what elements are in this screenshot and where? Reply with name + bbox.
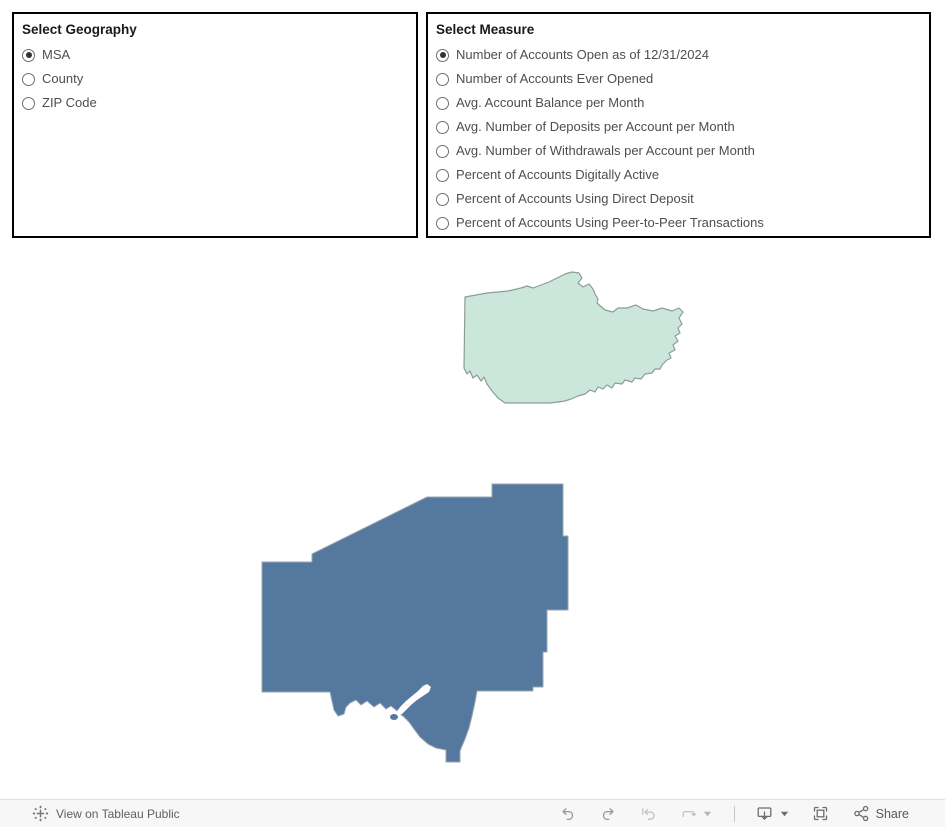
measure-option-label: Number of Accounts Open as of 12/31/2024 — [456, 47, 709, 62]
measure-option-label: Avg. Account Balance per Month — [456, 95, 645, 110]
radio-button-icon[interactable] — [436, 144, 449, 158]
measure-panel-title: Select Measure — [436, 22, 535, 37]
share-icon — [853, 805, 868, 822]
measure-option-label: Percent of Accounts Using Direct Deposit — [456, 191, 694, 206]
measure-option-peer-to-peer[interactable]: Percent of Accounts Using Peer-to-Peer T… — [436, 211, 921, 235]
measure-option-label: Percent of Accounts Digitally Active — [456, 167, 660, 182]
radio-button-icon[interactable] — [436, 96, 449, 110]
revert-icon — [641, 807, 655, 820]
radio-button-icon[interactable] — [436, 192, 449, 206]
download-icon — [757, 807, 772, 820]
measure-option-accounts-open[interactable]: Number of Accounts Open as of 12/31/2024 — [436, 43, 921, 67]
share-button-label: Share — [875, 806, 909, 821]
geography-option-label: County — [42, 71, 84, 86]
chevron-down-icon — [703, 811, 712, 816]
select-measure-panel: Select Measure Number of Accounts Open a… — [426, 12, 931, 238]
revert-button[interactable] — [638, 803, 658, 825]
radio-button-icon[interactable] — [22, 72, 35, 86]
toolbar-actions: Share — [558, 803, 909, 825]
undo-button[interactable] — [558, 803, 578, 825]
tableau-public-logo-icon — [32, 805, 49, 822]
radio-button-icon[interactable] — [436, 72, 449, 86]
radio-button-icon[interactable] — [436, 48, 449, 62]
geography-option-county[interactable]: County — [22, 67, 408, 91]
chevron-down-icon — [780, 811, 789, 816]
measure-option-label: Number of Accounts Ever Opened — [456, 71, 654, 86]
measure-option-label: Avg. Number of Withdrawals per Account p… — [456, 143, 755, 158]
radio-button-icon[interactable] — [436, 168, 449, 182]
measure-option-avg-balance[interactable]: Avg. Account Balance per Month — [436, 91, 921, 115]
measure-option-avg-withdrawals[interactable]: Avg. Number of Withdrawals per Account p… — [436, 139, 921, 163]
geography-panel-title: Select Geography — [22, 22, 137, 37]
view-on-tableau-public-link[interactable]: View on Tableau Public — [32, 805, 180, 822]
redo-icon — [602, 807, 614, 820]
measure-option-label: Percent of Accounts Using Peer-to-Peer T… — [456, 215, 764, 230]
measure-option-accounts-ever-opened[interactable]: Number of Accounts Ever Opened — [436, 67, 921, 91]
measure-option-direct-deposit[interactable]: Percent of Accounts Using Direct Deposit — [436, 187, 921, 211]
bottom-map-region-shape[interactable] — [261, 483, 569, 763]
radio-button-icon[interactable] — [436, 216, 449, 230]
radio-button-icon[interactable] — [436, 120, 449, 134]
radio-button-icon[interactable] — [22, 48, 35, 62]
toolbar-divider — [733, 805, 735, 822]
fullscreen-icon — [813, 806, 828, 821]
history-dropdown-caret[interactable] — [702, 803, 714, 825]
geography-option-zip[interactable]: ZIP Code — [22, 91, 408, 115]
radio-button-icon[interactable] — [22, 96, 35, 110]
fullscreen-button[interactable] — [811, 803, 831, 825]
island-shape — [390, 714, 398, 720]
measure-option-label: Avg. Number of Deposits per Account per … — [456, 119, 735, 134]
measure-option-avg-deposits[interactable]: Avg. Number of Deposits per Account per … — [436, 115, 921, 139]
tableau-toolbar: View on Tableau Public — [0, 799, 945, 827]
geography-option-label: ZIP Code — [42, 95, 97, 110]
redo-button[interactable] — [598, 803, 618, 825]
measure-option-digitally-active[interactable]: Percent of Accounts Digitally Active — [436, 163, 921, 187]
view-on-tableau-public-label: View on Tableau Public — [56, 806, 180, 821]
refresh-button[interactable] — [678, 803, 698, 825]
geography-option-label: MSA — [42, 47, 71, 62]
geography-option-msa[interactable]: MSA — [22, 43, 408, 67]
refresh-icon — [682, 810, 697, 817]
undo-icon — [561, 807, 573, 820]
lagoon-water-shape — [397, 684, 431, 715]
select-geography-panel: Select Geography MSA County ZIP Code — [12, 12, 418, 238]
top-map-region-shape[interactable] — [463, 271, 684, 404]
download-button[interactable] — [755, 803, 775, 825]
download-dropdown-caret[interactable] — [779, 803, 791, 825]
share-button[interactable]: Share — [853, 805, 909, 822]
